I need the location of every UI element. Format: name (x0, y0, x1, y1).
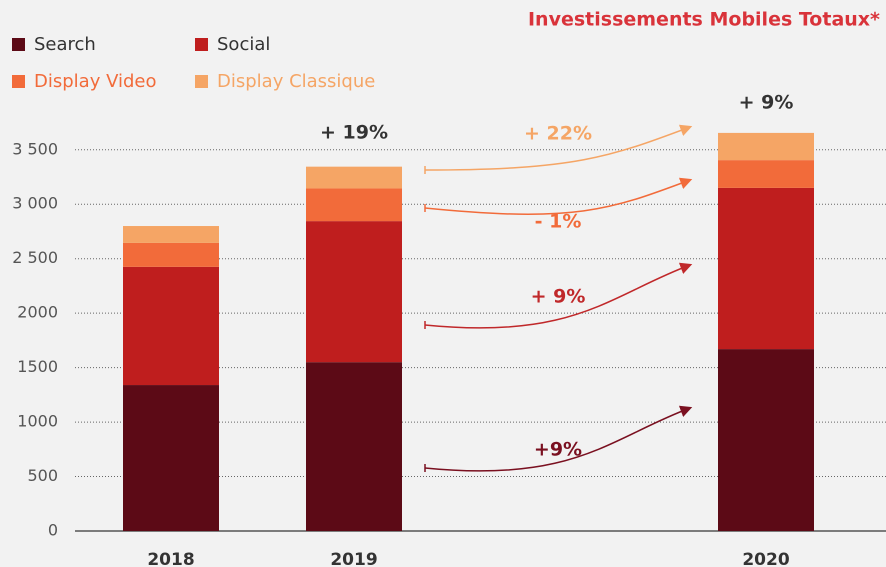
arrow (424, 405, 693, 472)
legend-swatch (195, 38, 208, 51)
legend-label: Display Video (34, 71, 157, 92)
bar-segment (123, 226, 219, 243)
chart-title: Investissements Mobiles Totaux* (528, 9, 880, 31)
y-tick-label: 2 500 (12, 248, 58, 267)
annotation: + 22% (524, 123, 592, 145)
y-tick-label: 3 500 (12, 139, 58, 158)
legend-label: Display Classique (217, 71, 375, 92)
y-tick-label: 3 000 (12, 194, 58, 213)
y-tick-label: 1500 (17, 357, 58, 376)
annotation: - 1% (535, 211, 582, 233)
bar-segment (718, 349, 814, 531)
y-tick-label: 1000 (17, 412, 58, 431)
bar-segment (123, 266, 219, 386)
arrow (424, 124, 693, 171)
arrow (424, 262, 693, 329)
legend-label: Social (217, 34, 270, 55)
bar-segment (306, 166, 402, 189)
bar-segment (306, 221, 402, 363)
legend-swatch (195, 75, 208, 88)
bar-segment (123, 385, 219, 531)
bar-segment (123, 242, 219, 267)
annotation: + 9% (739, 92, 794, 114)
arrow (424, 177, 693, 215)
legend-label: Search (34, 34, 96, 55)
bar-segment (718, 132, 814, 161)
annotation: + 19% (320, 122, 388, 144)
bar-segment (718, 187, 814, 350)
x-tick-label: 2019 (330, 550, 377, 567)
y-tick-label: 0 (48, 521, 58, 540)
annotation: + 9% (531, 286, 586, 308)
x-tick-label: 2020 (742, 550, 789, 567)
bar-segment (718, 160, 814, 188)
annotation: +9% (534, 439, 582, 461)
bar-segment (306, 188, 402, 222)
y-tick-label: 500 (27, 466, 58, 485)
legend-swatch (12, 38, 25, 51)
legend-swatch (12, 75, 25, 88)
bar-segment (306, 362, 402, 531)
x-tick-label: 2018 (147, 550, 194, 567)
y-tick-label: 2000 (17, 303, 58, 322)
